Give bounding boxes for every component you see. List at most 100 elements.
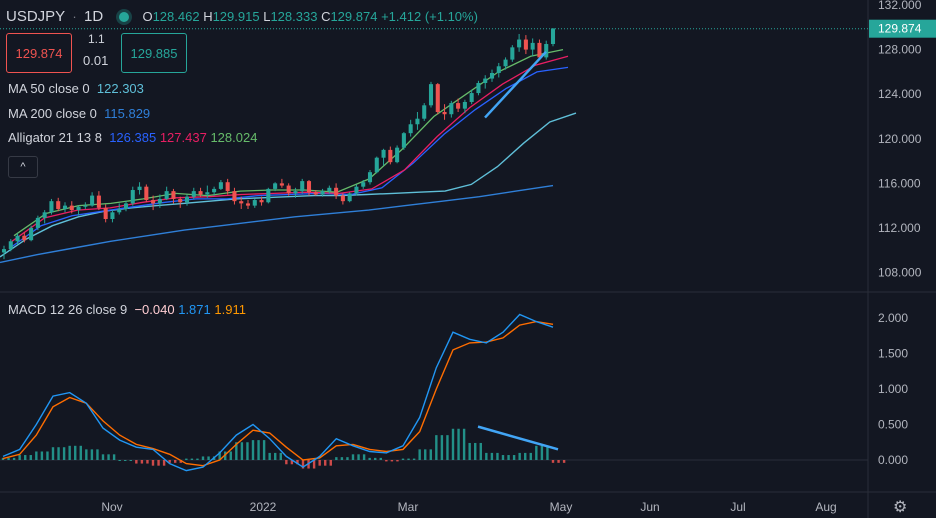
macd-histogram-bar — [440, 435, 444, 460]
candle-body — [15, 235, 20, 242]
candle-body — [517, 39, 522, 48]
chevron-up-icon: ^ — [20, 161, 26, 173]
macd-histogram-bar — [368, 457, 371, 460]
candle-body — [151, 200, 156, 204]
collapse-legend-button[interactable]: ^ — [8, 156, 38, 178]
macd-histogram-bar — [68, 445, 71, 460]
macd-histogram-bar — [29, 455, 32, 460]
macd-histogram-bar — [468, 442, 471, 460]
macd-histogram-bar — [118, 460, 121, 461]
macd-histogram-bar — [179, 460, 182, 463]
low-value: 128.333 — [270, 9, 318, 24]
candle-body — [191, 191, 196, 197]
candle-body — [462, 101, 467, 109]
candle-body — [49, 201, 54, 213]
macd-histogram-bar — [40, 451, 44, 460]
macd-histogram-bar — [390, 460, 394, 462]
macd-histogram-bar — [312, 460, 316, 469]
macd-histogram-bar — [462, 428, 466, 460]
macd-histogram-bar — [90, 449, 94, 460]
price-tick-label: 108.000 — [878, 266, 922, 280]
macd-histogram-bar — [35, 451, 38, 460]
candle-body — [286, 185, 291, 194]
legend-header: USDJPY · 1D O128.462 H129.915 L128.333 C… — [6, 8, 478, 25]
macd-histogram-bar — [124, 460, 127, 461]
interval-label[interactable]: 1D — [84, 8, 104, 25]
sell-button[interactable]: 129.874 — [6, 33, 72, 73]
buy-price: 129.885 — [130, 45, 178, 61]
quantity-bottom[interactable]: 0.01 — [83, 53, 109, 68]
candle-body — [327, 187, 332, 192]
candle-body — [313, 192, 318, 195]
macd-trendline — [477, 425, 559, 451]
macd-histogram-bar — [479, 442, 482, 460]
macd-histogram-bar — [324, 460, 327, 466]
symbol-label[interactable]: USDJPY — [6, 8, 66, 25]
low-label: L — [263, 9, 271, 24]
macd-histogram-bar — [257, 440, 260, 460]
time-tick-label: Nov — [101, 500, 122, 514]
candle-body — [239, 201, 244, 204]
macd-histogram-bar — [346, 457, 349, 460]
macd-histogram-bar — [546, 445, 549, 460]
macd-histogram-bar — [196, 458, 199, 460]
macd-histogram-bar — [235, 442, 238, 460]
candle-body — [130, 190, 135, 204]
candle-body — [367, 172, 373, 183]
candle-body — [117, 208, 122, 213]
macd-histogram-bar — [407, 458, 410, 460]
candle-body — [198, 191, 203, 195]
macd-histogram-bar — [251, 440, 255, 460]
macd-histogram-bar — [285, 460, 288, 465]
candle-body — [537, 42, 542, 58]
macd-histogram-bar — [507, 455, 510, 460]
macd-histogram-bar — [424, 449, 427, 460]
ma50-legend[interactable]: MA 50 close 0 122.303 — [8, 81, 144, 96]
macd-histogram-bar — [157, 460, 160, 466]
candle-body — [320, 191, 325, 195]
candle-body — [273, 183, 278, 189]
candle-body — [422, 105, 427, 119]
last-price-label: 129.874 — [878, 22, 922, 36]
macd-histogram-bar — [185, 458, 188, 460]
macd-histogram-bar — [401, 458, 405, 460]
macd-legend[interactable]: MACD 12 26 close 9 −0.040 1.871 1.911 — [8, 302, 246, 317]
candle-body — [69, 205, 74, 211]
settings-gear-icon[interactable]: ⚙ — [893, 499, 908, 516]
candle-body — [252, 200, 257, 206]
quantity-top: 1.1 — [88, 32, 105, 46]
macd-histogram-bar — [329, 460, 332, 466]
macd-histogram-bar — [524, 452, 527, 460]
candle-body — [245, 203, 251, 206]
macd-histogram-bar — [207, 456, 210, 460]
macd-histogram-bar — [101, 454, 105, 460]
macd-histogram-bar — [129, 460, 132, 461]
candle-body — [164, 191, 169, 199]
candle-body — [489, 72, 495, 79]
macd-histogram-bar — [351, 454, 355, 460]
macd-histogram-bar — [429, 449, 432, 460]
candle-body — [35, 217, 40, 228]
alligator-legend[interactable]: Alligator 21 13 8 126.385 127.437 128.02… — [8, 130, 257, 145]
macd-histogram-bar — [540, 445, 544, 460]
buy-button[interactable]: 129.885 — [121, 33, 187, 73]
macd-histogram-bar — [85, 449, 88, 460]
candle-body — [401, 133, 406, 148]
macd-histogram-bar — [446, 435, 449, 460]
candle-body — [266, 188, 271, 203]
candle-body — [123, 203, 129, 209]
ma200-value: 115.829 — [104, 106, 151, 121]
candle-body — [300, 181, 305, 192]
price-tick-label: 112.000 — [878, 221, 921, 235]
candle-body — [456, 103, 461, 109]
candle-body — [22, 235, 27, 241]
macd-histogram-bar — [112, 454, 116, 460]
macd-histogram-bar — [551, 460, 555, 463]
candle-body — [435, 84, 440, 112]
ma200-legend[interactable]: MA 200 close 0 115.829 — [8, 106, 150, 121]
macd-tick-label: 0.000 — [878, 453, 908, 467]
macd-histogram-bar — [74, 445, 77, 460]
macd-histogram-bar — [379, 457, 382, 460]
open-label: O — [142, 9, 153, 24]
